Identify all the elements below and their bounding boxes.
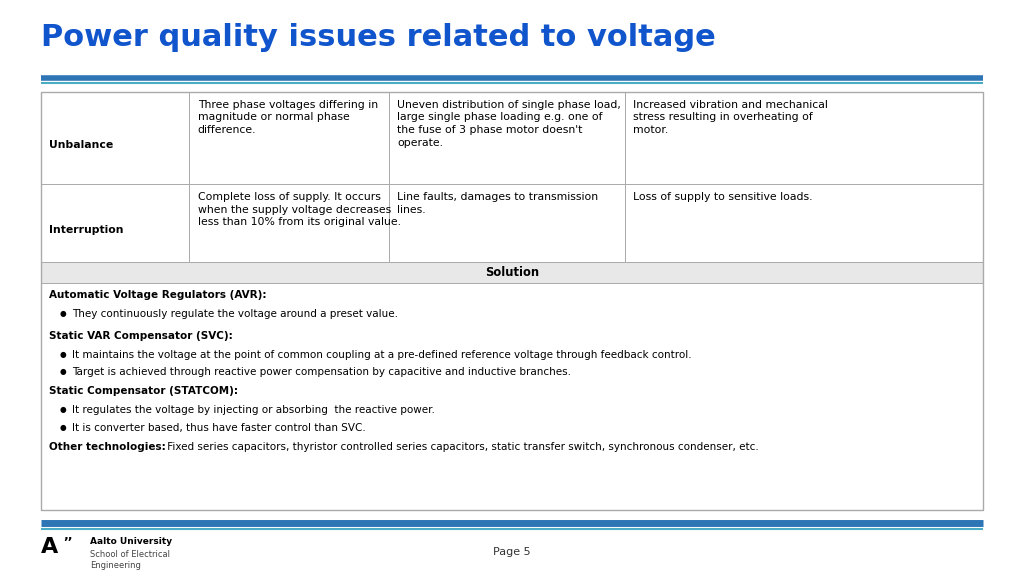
Bar — [625, 92, 983, 184]
Text: Interruption: Interruption — [49, 225, 124, 235]
Bar — [41, 184, 189, 262]
Text: Target is achieved through reactive power compensation by capacitive and inducti: Target is achieved through reactive powe… — [72, 367, 570, 377]
Bar — [189, 92, 389, 184]
Text: Complete loss of supply. It occurs
when the supply voltage decreases
less than 1: Complete loss of supply. It occurs when … — [198, 192, 400, 228]
Text: Power quality issues related to voltage: Power quality issues related to voltage — [41, 23, 716, 52]
Text: A: A — [41, 537, 58, 557]
Text: Uneven distribution of single phase load,
large single phase loading e.g. one of: Uneven distribution of single phase load… — [397, 100, 622, 148]
Text: ’’: ’’ — [63, 536, 73, 549]
Text: School of Electrical: School of Electrical — [90, 550, 170, 559]
Bar — [41, 92, 189, 184]
Text: Unbalance: Unbalance — [49, 140, 114, 150]
Bar — [41, 262, 983, 283]
Text: They continuously regulate the voltage around a preset value.: They continuously regulate the voltage a… — [72, 309, 397, 319]
Bar — [389, 92, 625, 184]
Text: Loss of supply to sensitive loads.: Loss of supply to sensitive loads. — [633, 192, 812, 202]
Bar — [189, 184, 389, 262]
Text: ●: ● — [59, 367, 66, 377]
Bar — [389, 184, 625, 262]
Text: Engineering: Engineering — [90, 561, 141, 570]
Text: Aalto University: Aalto University — [90, 537, 172, 546]
Text: Increased vibration and mechanical
stress resulting in overheating of
motor.: Increased vibration and mechanical stres… — [633, 100, 827, 135]
Text: Line faults, damages to transmission
lines.: Line faults, damages to transmission lin… — [397, 192, 598, 215]
Bar — [41, 92, 983, 510]
Text: It maintains the voltage at the point of common coupling at a pre-defined refere: It maintains the voltage at the point of… — [72, 350, 691, 360]
Text: ●: ● — [59, 350, 66, 359]
Bar — [41, 283, 983, 510]
Text: It regulates the voltage by injecting or absorbing  the reactive power.: It regulates the voltage by injecting or… — [72, 406, 434, 415]
Text: Static Compensator (STATCOM):: Static Compensator (STATCOM): — [49, 386, 239, 396]
Text: Solution: Solution — [485, 266, 539, 279]
Bar — [625, 184, 983, 262]
Text: Other technologies:: Other technologies: — [49, 442, 166, 452]
Text: ●: ● — [59, 309, 66, 319]
Text: Automatic Voltage Regulators (AVR):: Automatic Voltage Regulators (AVR): — [49, 290, 266, 300]
Text: It is converter based, thus have faster control than SVC.: It is converter based, thus have faster … — [72, 423, 366, 433]
Text: Three phase voltages differing in
magnitude or normal phase
difference.: Three phase voltages differing in magnit… — [198, 100, 378, 135]
Text: Fixed series capacitors, thyristor controlled series capacitors, static transfer: Fixed series capacitors, thyristor contr… — [164, 442, 759, 452]
Text: Static VAR Compensator (SVC):: Static VAR Compensator (SVC): — [49, 331, 232, 341]
Text: ●: ● — [59, 406, 66, 415]
Text: ●: ● — [59, 423, 66, 432]
Text: Page 5: Page 5 — [494, 547, 530, 557]
